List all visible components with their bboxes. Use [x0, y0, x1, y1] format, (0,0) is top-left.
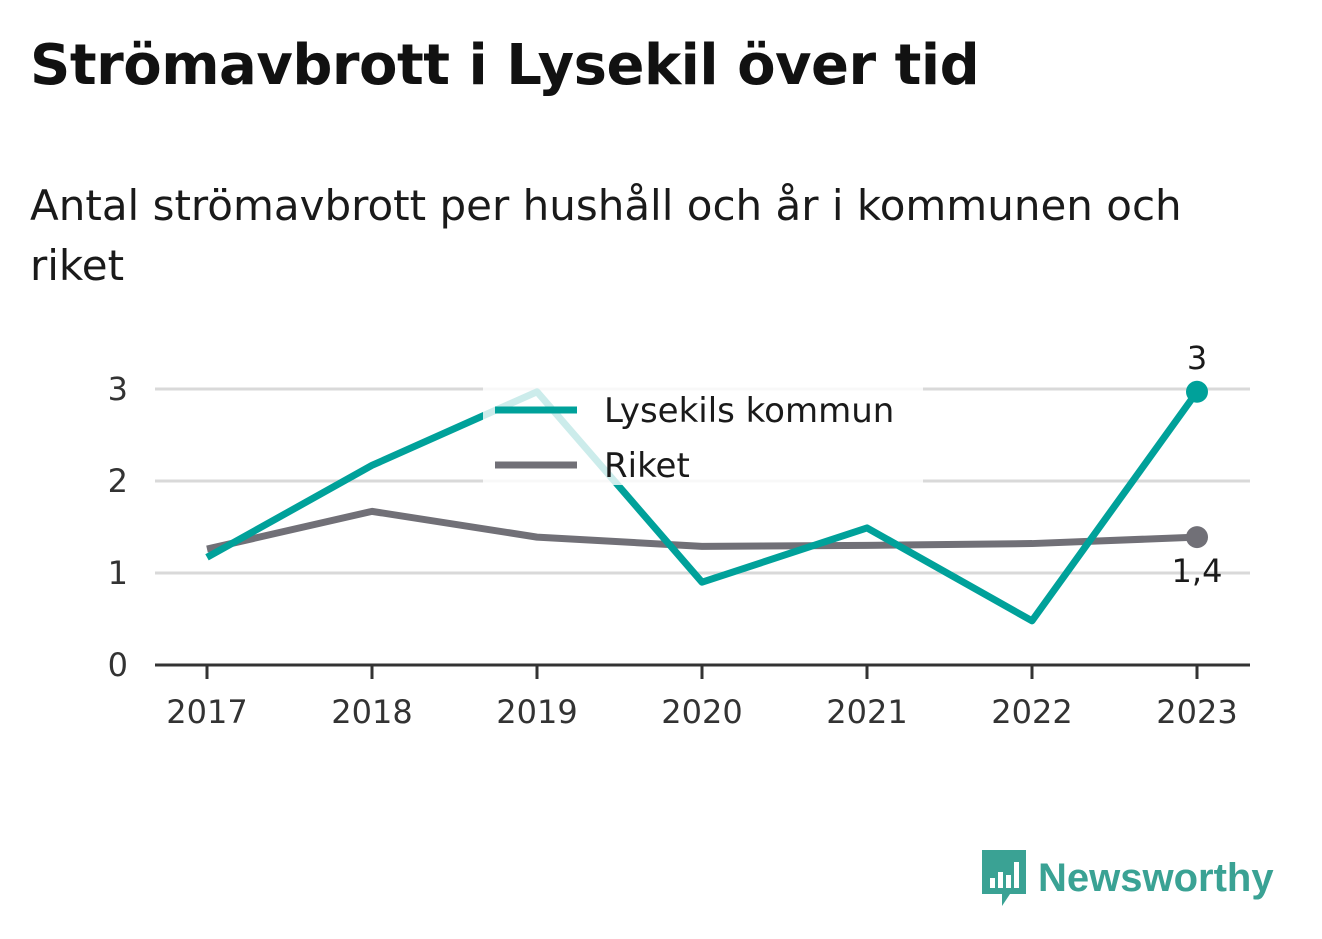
end-label-riket: 1,4	[1172, 552, 1223, 590]
legend: Lysekils kommun Riket	[483, 380, 923, 486]
end-label-lysekils-kommun: 3	[1187, 339, 1207, 377]
legend-label: Riket	[604, 446, 690, 486]
legend-label: Lysekils kommun	[604, 391, 894, 431]
x-tick-label: 2020	[661, 693, 742, 731]
y-axis-ticks: 0 1 2 3	[108, 370, 128, 684]
chart-title: Strömavbrott i Lysekil över tid	[30, 33, 980, 98]
x-tick-label: 2018	[331, 693, 412, 731]
x-tick-label: 2023	[1156, 693, 1237, 731]
series-lines	[205, 380, 1208, 625]
x-tick-label: 2022	[991, 693, 1072, 731]
y-tick-label: 0	[108, 646, 128, 684]
series-line-riket	[206, 507, 1198, 553]
bar-chart-speech-bubble-icon	[982, 850, 1026, 906]
series-line-lysekils-kommun	[205, 388, 1200, 625]
x-tick-label: 2019	[496, 693, 577, 731]
end-point-riket	[1186, 526, 1208, 549]
x-tick-label: 2017	[166, 693, 247, 731]
end-labels: 31,4	[1172, 339, 1223, 590]
y-tick-label: 3	[108, 370, 128, 408]
brand-name: Newsworthy	[1038, 855, 1274, 900]
end-point-lysekils-kommun	[1186, 380, 1208, 403]
newsworthy-logo: Newsworthy	[980, 848, 1274, 908]
chart-subtitle: Antal strömavbrott per hushåll och år i …	[30, 181, 1182, 290]
y-tick-label: 2	[108, 462, 128, 500]
x-tick-label: 2021	[826, 693, 907, 731]
y-tick-label: 1	[108, 554, 128, 592]
x-axis: 2017 2018 2019 2020 2021 2022 2023	[155, 663, 1250, 731]
